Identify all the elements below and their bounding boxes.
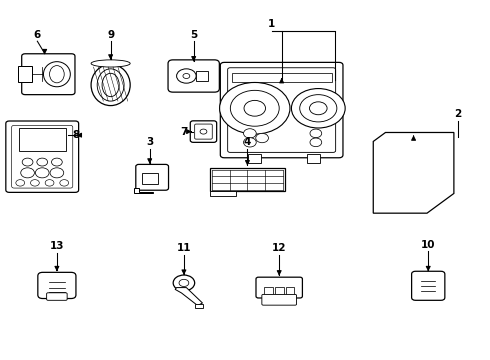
Text: 1: 1	[268, 19, 275, 29]
Circle shape	[310, 138, 322, 147]
Circle shape	[22, 158, 33, 166]
FancyBboxPatch shape	[195, 124, 212, 139]
Bar	[210, 168, 285, 192]
Circle shape	[230, 90, 279, 126]
Bar	[275, 287, 284, 294]
Ellipse shape	[49, 66, 64, 83]
FancyBboxPatch shape	[12, 125, 73, 188]
Circle shape	[35, 168, 49, 178]
Bar	[286, 287, 294, 294]
Text: 3: 3	[146, 138, 153, 147]
FancyBboxPatch shape	[6, 121, 78, 192]
FancyBboxPatch shape	[262, 294, 296, 305]
Circle shape	[244, 138, 256, 147]
Text: 11: 11	[177, 243, 191, 253]
FancyBboxPatch shape	[220, 62, 343, 158]
FancyBboxPatch shape	[412, 271, 445, 300]
Ellipse shape	[102, 73, 119, 96]
Circle shape	[183, 73, 190, 78]
Bar	[248, 154, 261, 163]
Bar	[142, 173, 158, 184]
Circle shape	[45, 180, 54, 186]
Circle shape	[50, 168, 64, 178]
Ellipse shape	[91, 64, 130, 105]
FancyBboxPatch shape	[47, 293, 67, 300]
Polygon shape	[175, 288, 202, 306]
Circle shape	[300, 95, 337, 122]
FancyBboxPatch shape	[22, 54, 75, 95]
Bar	[210, 191, 236, 196]
Bar	[195, 304, 203, 308]
Circle shape	[292, 89, 345, 128]
Ellipse shape	[44, 62, 71, 87]
Ellipse shape	[91, 60, 130, 67]
Ellipse shape	[97, 69, 124, 101]
Circle shape	[179, 279, 189, 287]
Text: 8: 8	[73, 130, 80, 140]
Circle shape	[256, 134, 269, 143]
FancyBboxPatch shape	[228, 68, 336, 152]
Text: 4: 4	[244, 138, 251, 147]
Circle shape	[220, 82, 290, 134]
Circle shape	[200, 129, 207, 134]
Circle shape	[244, 129, 256, 138]
FancyBboxPatch shape	[256, 277, 302, 298]
Bar	[18, 66, 32, 82]
Text: 7: 7	[180, 127, 188, 136]
Bar	[307, 154, 320, 163]
FancyBboxPatch shape	[190, 121, 217, 142]
Text: 6: 6	[34, 30, 41, 40]
Circle shape	[244, 100, 266, 116]
Circle shape	[173, 275, 195, 291]
Bar	[19, 128, 66, 151]
Circle shape	[21, 168, 34, 178]
FancyBboxPatch shape	[38, 273, 76, 298]
Circle shape	[30, 180, 39, 186]
Text: 13: 13	[49, 241, 64, 251]
Circle shape	[310, 129, 322, 138]
Text: 9: 9	[107, 30, 114, 40]
Text: 12: 12	[272, 243, 287, 253]
Polygon shape	[134, 188, 153, 193]
Circle shape	[37, 158, 48, 166]
Circle shape	[60, 180, 69, 186]
Text: 10: 10	[421, 239, 436, 249]
Polygon shape	[373, 132, 454, 213]
Circle shape	[51, 158, 62, 166]
FancyBboxPatch shape	[136, 165, 169, 190]
FancyBboxPatch shape	[168, 60, 220, 92]
Bar	[232, 73, 332, 82]
Bar	[196, 71, 208, 81]
Circle shape	[16, 180, 24, 186]
Bar	[264, 287, 273, 294]
Text: 5: 5	[190, 30, 197, 40]
Text: 2: 2	[454, 109, 461, 119]
Circle shape	[310, 102, 327, 115]
Circle shape	[176, 69, 196, 83]
